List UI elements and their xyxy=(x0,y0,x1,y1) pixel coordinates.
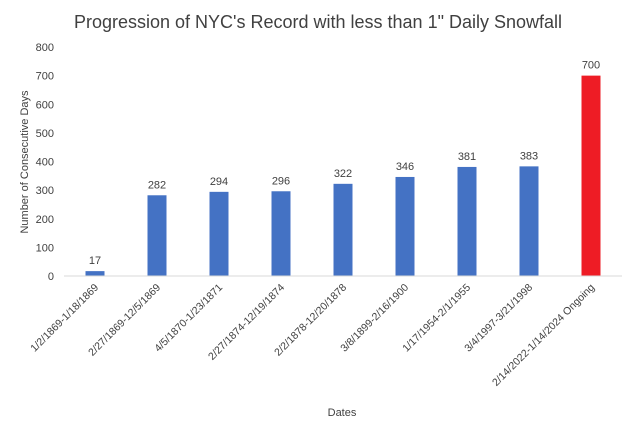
y-tick-label: 400 xyxy=(36,157,54,169)
y-tick-label: 500 xyxy=(36,128,54,140)
bar xyxy=(85,271,105,276)
x-axis-ticks: 1/2/1869-1/18/18692/27/1869-12/5/18694/5… xyxy=(28,282,597,389)
y-tick-label: 100 xyxy=(36,242,54,254)
x-tick-label: 1/2/1869-1/18/1869 xyxy=(28,282,101,355)
x-tick-label: 1/17/1954-2/1/1955 xyxy=(400,282,473,355)
y-axis-ticks: 0 100 200 300 400 500 600 700 800 xyxy=(36,42,54,283)
bar xyxy=(271,191,291,276)
y-tick-label: 700 xyxy=(36,71,54,83)
bar-value-label: 294 xyxy=(210,176,228,188)
chart-title: Progression of NYC's Record with less th… xyxy=(74,12,562,32)
x-tick-label: 4/5/1870-1/23/1871 xyxy=(152,282,225,355)
bar-value-label: 296 xyxy=(272,175,290,187)
y-tick-label: 800 xyxy=(36,42,54,54)
x-tick-label: 3/8/1899-2/16/1900 xyxy=(338,282,411,355)
y-tick-label: 300 xyxy=(36,185,54,197)
bar-value-label: 700 xyxy=(582,60,600,72)
bar-value-label: 282 xyxy=(148,179,166,191)
data-labels: 17 282 294 296 322 346 381 383 700 xyxy=(89,60,600,268)
x-axis-label: Dates xyxy=(328,407,357,419)
bar xyxy=(333,183,353,276)
bar xyxy=(519,166,539,276)
bar xyxy=(395,176,415,276)
bars xyxy=(85,75,601,276)
x-tick-label: 3/4/1997-3/21/1998 xyxy=(462,282,535,355)
bar-value-label: 381 xyxy=(458,151,476,163)
bar-value-label: 346 xyxy=(396,161,414,173)
y-tick-label: 0 xyxy=(48,271,54,283)
bar xyxy=(457,166,477,276)
y-axis-label: Number of Consecutive Days xyxy=(19,90,31,234)
y-tick-label: 200 xyxy=(36,214,54,226)
bar xyxy=(209,191,229,276)
bar-value-label: 17 xyxy=(89,255,101,267)
bar-highlight xyxy=(581,75,601,276)
bar-value-label: 383 xyxy=(520,150,538,162)
x-tick-label: 2/14/2022-1/14/2024 Ongoing xyxy=(490,282,597,389)
bar xyxy=(147,195,167,276)
bar-value-label: 322 xyxy=(334,168,352,180)
y-tick-label: 600 xyxy=(36,99,54,111)
